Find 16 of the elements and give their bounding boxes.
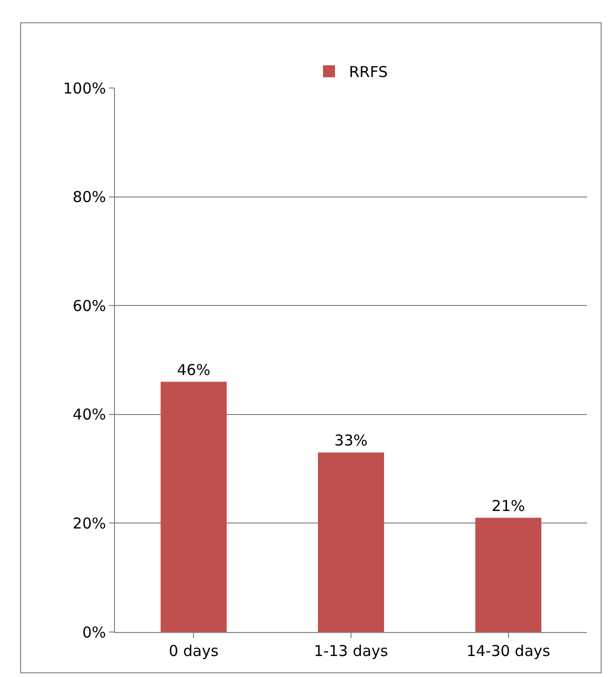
- bar: [475, 518, 542, 632]
- bar: [318, 452, 384, 632]
- x-tick-label: 14-30 days: [466, 642, 550, 660]
- y-tick-label: 0%: [82, 623, 106, 642]
- y-tick-label: 80%: [72, 188, 106, 206]
- y-tick-label: 20%: [72, 514, 106, 532]
- data-label: 33%: [334, 431, 368, 450]
- bar: [160, 382, 227, 632]
- data-label: 46%: [177, 360, 210, 379]
- x-tick-label: 1-13 days: [314, 642, 388, 660]
- data-label: 21%: [492, 496, 525, 515]
- y-tick-label: 100%: [63, 79, 106, 98]
- y-tick-label: 40%: [72, 406, 106, 424]
- legend-label: RRFS: [349, 63, 388, 82]
- y-tick-label: 60%: [72, 296, 106, 315]
- x-tick-label: 0 days: [168, 642, 219, 660]
